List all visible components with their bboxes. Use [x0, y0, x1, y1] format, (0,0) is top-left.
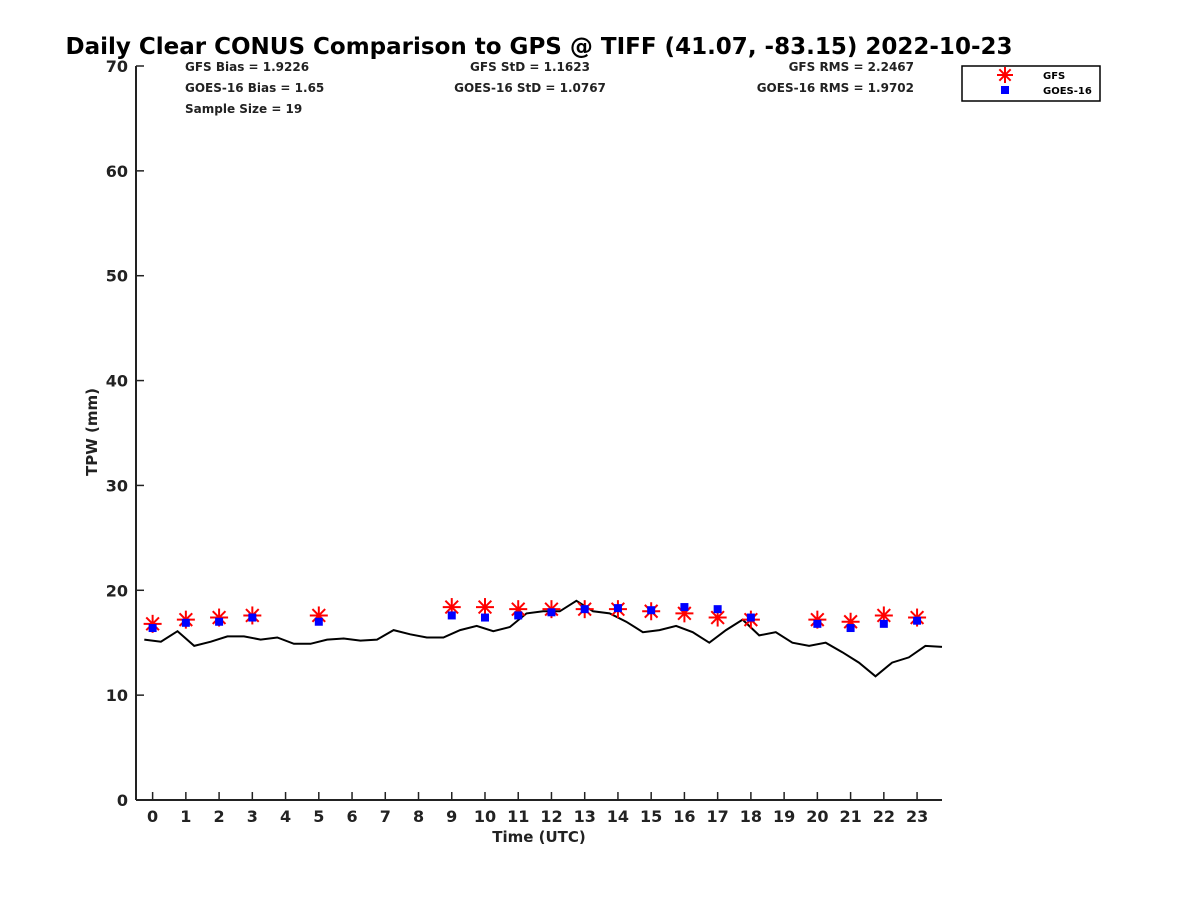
goes-point: [879, 619, 888, 628]
legend-gfs-label: GFS: [1043, 71, 1065, 82]
x-tick-label: 10: [474, 807, 496, 826]
goes-rms-text: GOES-16 RMS = 1.9702: [757, 81, 914, 95]
goes-point: [580, 605, 589, 614]
chart-title: Daily Clear CONUS Comparison to GPS @ TI…: [65, 34, 1012, 60]
x-tick-label: 22: [873, 807, 895, 826]
gfs-std-text: GFS StD = 1.1623: [470, 60, 590, 74]
y-tick-label: 20: [106, 581, 128, 600]
y-tick-label: 60: [106, 162, 128, 181]
x-axis-ticks: 0 1 2 3 4 5 6 7 8 9 10 11 12 13 14 15 16 17 18 19 20 21 22 23: [147, 792, 928, 826]
goes-point: [480, 613, 489, 622]
goes-point: [215, 617, 224, 626]
x-tick-label: 18: [740, 807, 762, 826]
goes-point: [746, 613, 755, 622]
x-tick-label: 1: [180, 807, 191, 826]
gfs-point: [475, 598, 494, 617]
x-tick-label: 12: [540, 807, 562, 826]
x-tick-label: 15: [640, 807, 662, 826]
goes-point: [913, 616, 922, 625]
x-tick-label: 20: [806, 807, 828, 826]
x-tick-label: 19: [773, 807, 795, 826]
gps-line: [144, 599, 943, 678]
y-axis-label: TPW (mm): [83, 388, 101, 476]
goes-point: [647, 606, 656, 615]
gfs-rms-text: GFS RMS = 2.2467: [789, 60, 914, 74]
goes-point: [148, 624, 157, 633]
legend-goes-marker: [1001, 86, 1009, 94]
x-tick-label: 8: [413, 807, 424, 826]
goes-point: [514, 611, 523, 620]
x-tick-label: 17: [707, 807, 729, 826]
goes-point: [813, 619, 822, 628]
plot-area: [143, 598, 943, 678]
y-tick-label: 40: [106, 372, 128, 391]
goes-point: [713, 605, 722, 614]
x-tick-label: 13: [574, 807, 596, 826]
x-tick-label: 11: [507, 807, 529, 826]
y-tick-label: 30: [106, 476, 128, 495]
y-tick-label: 0: [117, 791, 128, 810]
x-tick-label: 23: [906, 807, 928, 826]
legend-goes-label: GOES-16: [1043, 86, 1092, 97]
y-axis-ticks: 0 10 20 30 40 50 60 70: [106, 57, 144, 810]
x-tick-label: 2: [214, 807, 225, 826]
x-tick-label: 21: [839, 807, 861, 826]
x-axis-label: Time (UTC): [492, 828, 586, 846]
x-tick-label: 14: [607, 807, 629, 826]
x-tick-label: 9: [446, 807, 457, 826]
goes-point: [248, 613, 257, 622]
y-tick-label: 70: [106, 57, 128, 76]
gfs-bias-text: GFS Bias = 1.9226: [185, 60, 309, 74]
goes-point: [447, 611, 456, 620]
x-tick-label: 16: [673, 807, 695, 826]
goes-point: [314, 617, 323, 626]
sample-size-text: Sample Size = 19: [185, 102, 302, 116]
goes-bias-text: GOES-16 Bias = 1.65: [185, 81, 324, 95]
x-tick-label: 4: [280, 807, 291, 826]
legend-gfs-asterisk: [997, 67, 1013, 83]
x-tick-label: 5: [313, 807, 324, 826]
goes-point: [181, 618, 190, 627]
x-tick-label: 7: [380, 807, 391, 826]
x-tick-label: 0: [147, 807, 158, 826]
goes-point: [846, 624, 855, 633]
axes: [135, 66, 942, 801]
stats-panel: GFS Bias = 1.9226 GOES-16 Bias = 1.65 Sa…: [185, 60, 914, 116]
y-tick-label: 50: [106, 267, 128, 286]
goes-point: [680, 603, 689, 612]
legend-box: [961, 65, 1101, 102]
x-tick-label: 3: [247, 807, 258, 826]
legend-gfs-marker: [997, 67, 1013, 83]
legend: GFS GOES-16: [961, 65, 1101, 102]
gfs-point: [841, 612, 860, 631]
goes-point: [613, 604, 622, 613]
goes-std-text: GOES-16 StD = 1.0767: [454, 81, 606, 95]
goes-point: [547, 608, 556, 617]
x-tick-label: 6: [346, 807, 357, 826]
y-tick-label: 10: [106, 686, 128, 705]
